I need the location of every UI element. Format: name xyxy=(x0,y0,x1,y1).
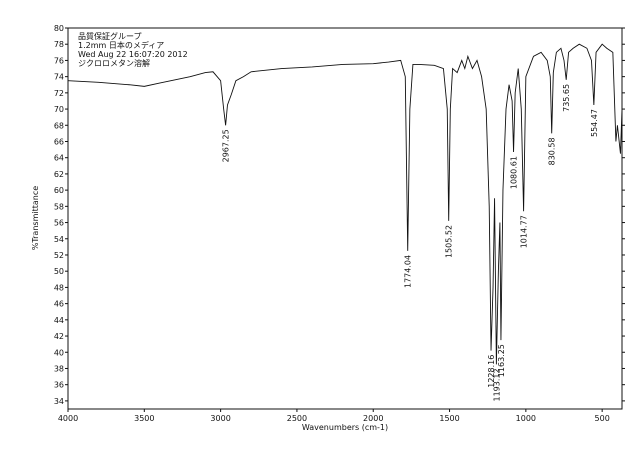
y-tick-label: 38 xyxy=(54,364,64,373)
header-line: Wed Aug 22 16:07:20 2012 xyxy=(78,50,188,59)
y-tick-label: 46 xyxy=(54,300,64,309)
y-tick-label: 80 xyxy=(54,24,64,33)
peak-label: 1014.77 xyxy=(520,215,529,248)
y-tick-label: 56 xyxy=(54,219,64,228)
y-tick-label: 76 xyxy=(54,56,64,65)
peak-label: 830.58 xyxy=(548,137,557,165)
x-tick-label: 2500 xyxy=(287,414,307,423)
y-tick-label: 78 xyxy=(54,40,64,49)
peak-label: 1163.25 xyxy=(497,344,506,377)
y-tick-label: 34 xyxy=(54,397,64,406)
y-tick-label: 40 xyxy=(54,348,64,357)
peak-label: 735.65 xyxy=(562,84,571,112)
peak-label: 1774.04 xyxy=(404,255,413,288)
plot-frame xyxy=(67,27,623,410)
x-tick-label: 1000 xyxy=(516,414,536,423)
y-tick-label: 36 xyxy=(54,381,64,390)
y-tick-label: 72 xyxy=(54,89,64,98)
y-tick-label: 54 xyxy=(54,235,64,244)
peak-label: 1193.12 xyxy=(492,368,501,401)
spectrum-line xyxy=(67,43,623,365)
x-tick-label: 3500 xyxy=(134,414,154,423)
y-tick-label: 66 xyxy=(54,137,64,146)
x-tick-label: 500 xyxy=(595,414,610,423)
peak-label: 1228.16 xyxy=(487,355,496,388)
peak-label: 1505.52 xyxy=(445,225,454,258)
y-tick-label: 58 xyxy=(54,202,64,211)
y-tick-label: 74 xyxy=(54,73,64,82)
y-tick-label: 60 xyxy=(54,186,64,195)
peak-label: 554.47 xyxy=(590,109,599,137)
y-tick-label: 42 xyxy=(54,332,64,341)
x-tick-label: 1500 xyxy=(439,414,459,423)
header-line: 品質保証グループ xyxy=(78,31,142,41)
x-tick-label: 3000 xyxy=(210,414,230,423)
header-line: ジクロロメタン溶解 xyxy=(78,58,150,68)
y-tick-label: 68 xyxy=(54,121,64,130)
y-tick-label: 50 xyxy=(54,267,64,276)
x-axis-label: Wavenumbers (cm-1) xyxy=(302,423,388,432)
y-tick-label: 70 xyxy=(54,105,64,114)
x-tick-label: 2000 xyxy=(363,414,383,423)
x-tick-label: 4000 xyxy=(58,414,78,423)
y-tick-label: 52 xyxy=(54,251,64,260)
peak-label: 2967.25 xyxy=(222,129,231,162)
y-tick-label: 48 xyxy=(54,283,64,292)
y-tick-label: 62 xyxy=(54,170,64,179)
y-axis-label: %Transmittance xyxy=(31,186,40,250)
y-tick-label: 64 xyxy=(54,154,64,163)
peak-label: 1080.61 xyxy=(510,156,519,189)
header-line: 1.2mm 日本のメディア xyxy=(78,40,164,50)
y-tick-label: 44 xyxy=(54,316,64,325)
